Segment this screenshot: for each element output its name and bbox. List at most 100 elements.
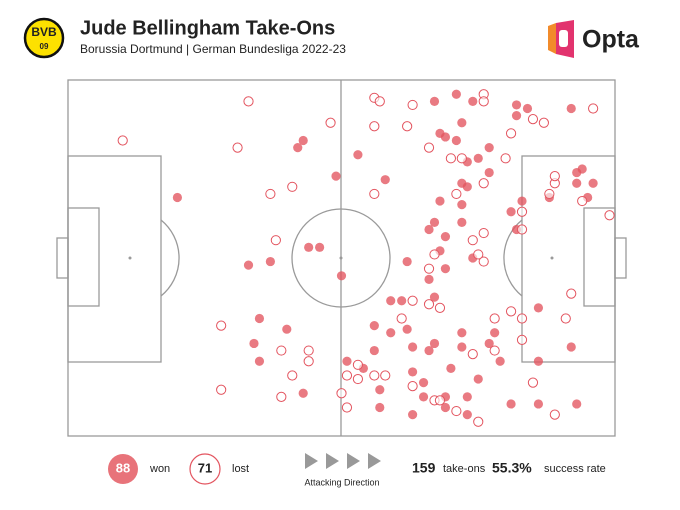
point-lost: [538, 117, 549, 128]
point-won: [408, 342, 418, 352]
point-lost: [369, 121, 380, 132]
point-won: [375, 385, 385, 395]
point-lost: [549, 409, 560, 420]
point-won: [495, 356, 505, 366]
point-won: [342, 356, 352, 366]
legend-lost-label: lost: [232, 463, 249, 475]
point-lost: [336, 388, 347, 399]
points: [117, 89, 615, 427]
point-won: [336, 271, 347, 281]
point-lost: [500, 153, 511, 164]
point-won: [369, 345, 379, 356]
point-won: [249, 338, 259, 349]
point-won: [566, 342, 576, 352]
point-lost: [516, 334, 528, 345]
point-lost: [396, 313, 407, 324]
point-won: [440, 232, 451, 242]
point-lost: [527, 114, 539, 125]
crest: BVB 09: [23, 17, 65, 59]
crest-bottom: 09: [40, 42, 49, 51]
point-won: [484, 143, 494, 153]
point-won: [457, 200, 467, 210]
point-won: [457, 328, 467, 338]
point-won: [566, 103, 576, 114]
point-lost: [423, 263, 435, 274]
point-won: [424, 345, 434, 356]
point-lost: [216, 384, 227, 395]
point-won: [533, 399, 544, 409]
point-won: [473, 153, 483, 163]
point-lost: [287, 181, 298, 192]
point-lost: [445, 153, 456, 164]
point-lost: [478, 178, 489, 189]
point-lost: [265, 188, 276, 200]
point-lost: [243, 96, 254, 107]
point-won: [243, 260, 254, 270]
point-won: [572, 178, 582, 188]
point-won: [435, 196, 445, 206]
point-won: [386, 328, 396, 338]
point-lost: [429, 249, 440, 260]
point-won: [457, 178, 467, 188]
point-won: [254, 313, 265, 324]
title: Jude Bellingham Take-Ons: [80, 17, 335, 39]
point-won: [375, 402, 385, 413]
brand-logo: Opta: [548, 20, 640, 58]
point-lost: [352, 359, 364, 370]
point-lost: [423, 299, 435, 310]
centre-spot: [339, 256, 343, 260]
point-won: [440, 402, 451, 413]
point-lost: [117, 135, 128, 146]
point-won: [451, 89, 461, 99]
point-won: [298, 135, 308, 146]
point-lost: [544, 188, 555, 200]
penalty-spot: [128, 256, 132, 260]
point-won: [315, 242, 325, 252]
point-won: [446, 363, 456, 373]
point-lost: [270, 235, 281, 246]
point-won: [588, 178, 598, 188]
point-lost: [604, 210, 615, 221]
point-won: [440, 264, 451, 274]
brand-text: Opta: [582, 26, 640, 54]
point-won: [402, 324, 412, 334]
point-lost: [473, 416, 484, 427]
point-lost: [232, 142, 243, 153]
point-lost: [478, 96, 489, 107]
point-won: [424, 274, 434, 284]
point-won: [418, 378, 429, 388]
point-lost: [489, 345, 500, 356]
point-lost: [566, 288, 577, 299]
point-lost: [341, 370, 353, 381]
point-won: [429, 292, 440, 302]
point-won: [511, 100, 522, 110]
point-won: [369, 321, 379, 331]
point-lost: [505, 128, 517, 139]
legend-won-label: won: [149, 463, 170, 475]
total-value: 159: [412, 460, 436, 476]
point-lost: [467, 235, 478, 246]
point-lost: [467, 349, 478, 360]
point-won: [462, 392, 472, 402]
point-won: [457, 217, 467, 227]
point-lost: [407, 295, 418, 306]
point-lost: [577, 195, 588, 207]
point-lost: [369, 370, 380, 381]
point-won: [265, 256, 275, 267]
point-won: [408, 410, 418, 420]
point-won: [511, 111, 522, 121]
point-lost: [434, 395, 446, 406]
point-won: [473, 374, 483, 384]
point-won: [484, 167, 494, 178]
legend-won-count: 88: [116, 460, 130, 475]
point-won: [490, 328, 500, 338]
point-won: [572, 167, 582, 178]
point-lost: [423, 142, 435, 153]
point-won: [429, 96, 440, 106]
point-won: [572, 399, 582, 409]
point-won: [402, 256, 412, 267]
crest-top: BVB: [31, 25, 57, 39]
total-label: take-ons: [443, 463, 486, 475]
